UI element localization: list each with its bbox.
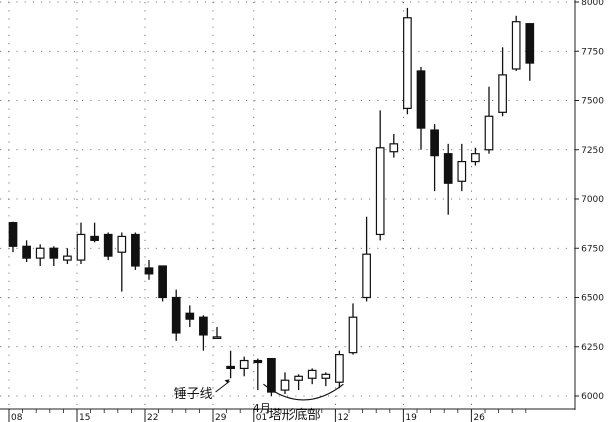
x-axis: 08 15 22 29 01 12 19 26 4月: [0, 402, 575, 422]
x-tick-label-4: 01: [256, 413, 267, 422]
candle-body-9: [131, 233, 140, 267]
x-tick-label-2: 22: [147, 413, 158, 422]
x-tick-label-6: 19: [405, 413, 417, 422]
tower-bottom-arc: [263, 383, 344, 401]
candle-body-35: [484, 115, 494, 151]
candle-body-28: [389, 143, 399, 153]
candle-body-31: [430, 129, 439, 157]
candle-body-17: [239, 359, 249, 370]
candle-body-0: [8, 222, 18, 247]
candle-body-34: [471, 153, 480, 163]
hammer-arrow-head: [224, 379, 230, 384]
candle-body-5: [76, 233, 86, 261]
candle-body-1: [22, 245, 31, 259]
grid: [0, 1, 575, 408]
candle-body-2: [35, 247, 45, 259]
y-axis: 6000 6250 6500 6750 7000 7250 7500 7750 8000: [574, 0, 604, 410]
candle-body-3: [49, 247, 59, 259]
y-tick-label-1: 6250: [581, 343, 604, 353]
y-tick-label-2: 6500: [581, 294, 604, 304]
x-tick-label-0: 08: [11, 413, 23, 422]
candle-body-14: [199, 316, 208, 336]
y-tick-label-6: 7500: [581, 97, 604, 107]
x-tick-label-7: 26: [473, 413, 485, 422]
y-tick-label-3: 6750: [581, 244, 604, 254]
candle-body-27: [375, 147, 385, 236]
candle-body-15: [212, 336, 222, 339]
candle-body-30: [416, 70, 426, 129]
hammer-arrow: [215, 380, 230, 393]
candle-body-7: [103, 233, 113, 257]
candle-body-24: [335, 354, 344, 383]
candle-body-25: [348, 316, 358, 354]
y-tick-label-5: 7250: [581, 146, 604, 156]
candle-body-8: [117, 235, 127, 253]
month-label: 4月: [253, 402, 271, 415]
tower-bottom-label: 塔形底部: [269, 407, 321, 422]
candle-body-32: [443, 153, 453, 184]
candle-body-16: [226, 365, 235, 370]
candle-body-36: [498, 74, 507, 113]
y-tick-label-7: 7750: [581, 47, 604, 57]
candle-body-26: [362, 253, 371, 299]
x-tick-label-1: 15: [79, 413, 90, 422]
candle-body-21: [294, 375, 303, 381]
candle-body-19: [267, 357, 276, 393]
candle-body-13: [185, 312, 195, 320]
candles: [8, 7, 535, 396]
candle-body-37: [511, 21, 521, 70]
candle-body-29: [403, 17, 412, 109]
y-tick-label-0: 6000: [581, 392, 604, 402]
candle-body-11: [158, 265, 167, 299]
candle-body-6: [90, 235, 99, 241]
x-tick-label-5: 12: [337, 413, 348, 422]
x-tick-label-3: 29: [215, 413, 227, 422]
candle-body-20: [280, 379, 290, 391]
candle-body-23: [321, 373, 331, 379]
y-tick-label-8: 8000: [581, 0, 604, 8]
y-tick-label-4: 7000: [581, 195, 604, 205]
candle-body-38: [525, 23, 535, 64]
candle-body-33: [457, 160, 467, 182]
candle-body-12: [171, 296, 181, 334]
candle-body-22: [307, 369, 317, 379]
candle-body-10: [144, 267, 154, 275]
hammer-label: 锤子线: [174, 387, 213, 402]
candle-body-4: [63, 255, 72, 261]
candle-body-18: [253, 359, 263, 364]
